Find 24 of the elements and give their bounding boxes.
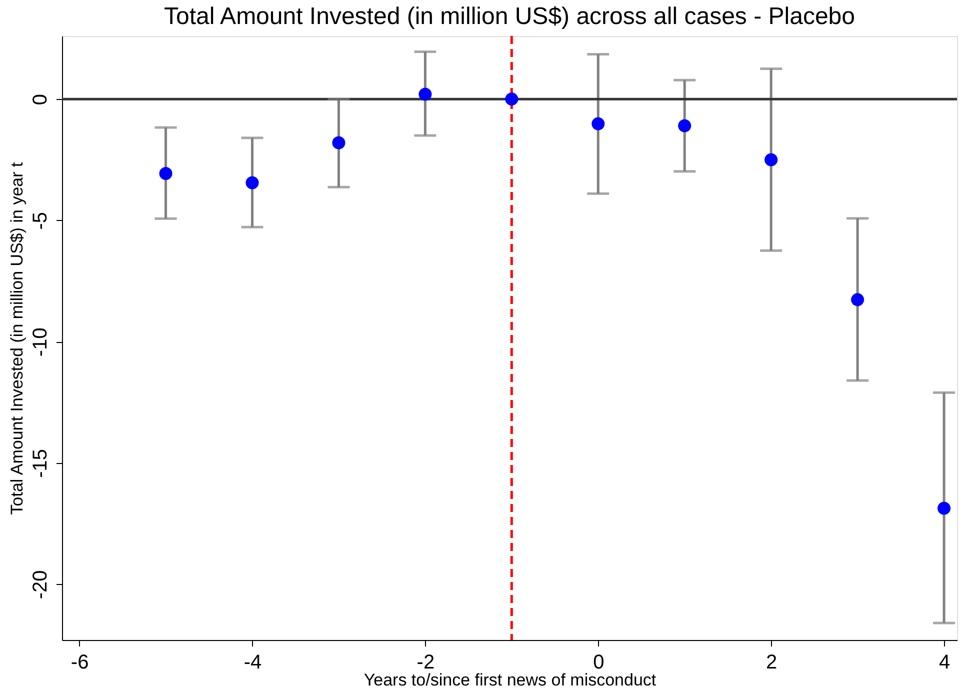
y-tick-label: 0 — [30, 94, 52, 106]
chart-title: Total Amount Invested (in million US$) across all cases - Placebo — [164, 2, 855, 30]
y-tick-label: -10 — [30, 328, 52, 357]
point — [159, 167, 172, 180]
point — [764, 153, 778, 166]
x-tick-label: 4 — [938, 652, 950, 674]
point — [418, 88, 432, 101]
point — [938, 502, 951, 515]
point — [505, 92, 518, 106]
x-tick-label: -2 — [416, 652, 435, 674]
x-tick-label: -4 — [244, 652, 262, 674]
point — [592, 117, 605, 130]
point — [678, 119, 692, 132]
y-tick-label: -20 — [30, 570, 52, 600]
y-tick-label: -15 — [30, 448, 52, 478]
y-tick-label: -5 — [30, 212, 52, 230]
point — [246, 176, 259, 190]
x-tick-label: -6 — [70, 652, 89, 674]
x-tick-label: 2 — [766, 652, 778, 674]
point — [332, 136, 346, 150]
x-tick-label: 0 — [593, 652, 604, 674]
y-axis-title: Total Amount Invested (in million US$) in year t — [8, 162, 26, 515]
x-axis-title: Years to/since first news of misconduct — [364, 670, 656, 690]
point — [851, 293, 864, 306]
